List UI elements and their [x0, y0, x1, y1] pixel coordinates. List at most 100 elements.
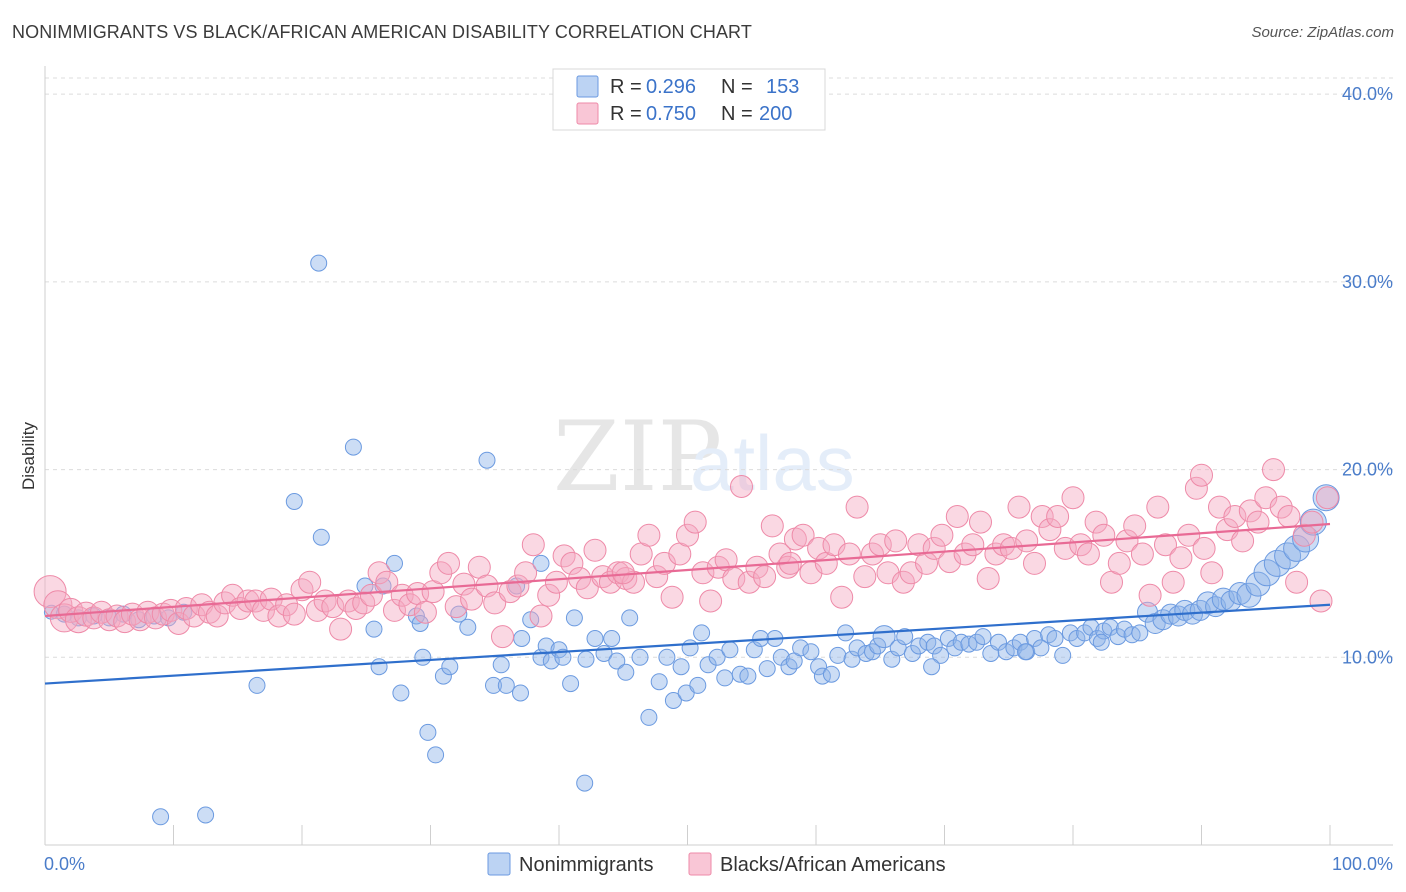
black-point-166 [1315, 486, 1339, 510]
nonimmigrants-point-50 [586, 630, 604, 647]
nonimmigrants-point-100 [939, 630, 957, 647]
nonimmigrants-point-119 [1076, 624, 1094, 642]
nonimmigrants-point-151 [1017, 643, 1034, 661]
stats-r-label-1: R = [610, 103, 642, 125]
legend-label-black: Blacks/African Americans [720, 854, 946, 876]
black-point-107 [861, 542, 884, 566]
nonimmigrants-point-84 [829, 646, 847, 664]
nonimmigrants-point-105 [974, 628, 992, 646]
stats-swatch-black [576, 102, 599, 125]
stats-n-value-0: 153 [766, 76, 799, 98]
black-point-104 [837, 542, 861, 566]
black-point-2 [49, 603, 79, 633]
black-point-1 [43, 590, 73, 620]
nonimmigrants-point-148 [1299, 508, 1327, 536]
nonimmigrants-point-94 [896, 628, 914, 646]
black-point-42 [359, 583, 383, 607]
nonimmigrants-point-48 [576, 774, 594, 792]
trend-line-nonimmigrants [44, 603, 1331, 685]
black-point-63 [521, 533, 545, 557]
nonimmigrants-point-59 [658, 648, 676, 666]
black-point-116 [930, 523, 954, 547]
nonimmigrants-point-127 [1131, 624, 1149, 642]
nonimmigrants-point-34 [492, 656, 510, 674]
nonimmigrants-point-11 [197, 806, 215, 824]
stats-n-value-1: 200 [759, 103, 792, 125]
nonimmigrants-point-53 [608, 652, 626, 670]
nonimmigrants-point-19 [370, 658, 388, 676]
black-point-169 [1190, 463, 1213, 487]
black-point-111 [891, 570, 915, 594]
black-point-164 [1300, 510, 1324, 534]
black-point-134 [1069, 533, 1093, 557]
stats-n-label-0: N = [721, 76, 753, 98]
nonimmigrants-point-142 [1245, 571, 1271, 597]
legend-label-nonimmigrants: Nonimmigrants [519, 854, 653, 876]
nonimmigrants-point-15 [312, 528, 330, 546]
series-legend: Nonimmigrants Blacks/African Americans [487, 852, 946, 876]
black-point-76 [622, 570, 645, 594]
black-point-143 [1138, 583, 1162, 607]
nonimmigrants-point-74 [758, 660, 776, 678]
black-point-137 [1092, 523, 1116, 547]
nonimmigrants-point-149 [1312, 484, 1340, 512]
black-point-147 [1169, 546, 1193, 570]
nonimmigrants-point-67 [708, 648, 726, 666]
nonimmigrants-point-10 [152, 808, 170, 826]
black-point-53 [444, 595, 468, 619]
black-point-121 [969, 510, 992, 534]
black-point-163 [1292, 523, 1316, 547]
trend-lines [44, 522, 1331, 685]
nonimmigrants-point-21 [386, 554, 403, 572]
nonimmigrants-point-68 [716, 669, 734, 687]
y-tick-label-30: 30.0% [1342, 272, 1393, 292]
black-point-145 [1154, 533, 1177, 557]
x-tick-label-min: 0.0% [44, 854, 85, 874]
black-point-150 [1192, 536, 1216, 560]
stats-n-label-1: N = [721, 103, 753, 125]
black-point-106 [853, 565, 877, 589]
y-tick-labels: 10.0% 20.0% 30.0% 40.0% [1342, 84, 1393, 667]
black-point-167 [611, 561, 635, 585]
nonimmigrants-point-81 [810, 658, 828, 676]
black-point-165 [1309, 589, 1333, 613]
nonimmigrants-point-143 [1253, 559, 1281, 587]
black-point-34 [298, 570, 322, 594]
nonimmigrants-point-69 [721, 641, 739, 659]
black-point-54 [452, 572, 476, 596]
axes [44, 66, 1393, 846]
black-point-78 [637, 523, 661, 547]
chart-source: Source: ZipAtlas.com [1251, 24, 1394, 41]
stats-r-value-1: 0.750 [646, 103, 696, 125]
nonimmigrants-point-65 [693, 624, 711, 642]
black-point-61 [506, 574, 530, 598]
black-point-130 [1038, 518, 1062, 542]
nonimmigrants-point-116 [1054, 646, 1072, 664]
nonimmigrants-point-55 [617, 663, 635, 681]
black-point-52 [437, 551, 460, 575]
nonimmigrants-point-14 [310, 254, 328, 272]
y-tick-label-20: 20.0% [1342, 460, 1393, 480]
nonimmigrants-point-99 [932, 646, 950, 664]
nonimmigrants-point-117 [1061, 624, 1079, 642]
black-point-118 [945, 505, 969, 528]
nonimmigrants-point-49 [577, 650, 595, 668]
nonimmigrants-point-152 [1092, 633, 1110, 651]
black-point-94 [760, 514, 784, 538]
black-point-17 [167, 612, 191, 635]
black-point-142 [1130, 542, 1154, 566]
black-point-139 [1107, 551, 1131, 575]
black-point-51 [429, 561, 453, 585]
black-point-98 [791, 523, 815, 547]
nonimmigrants-point-145 [1274, 542, 1302, 570]
trend-line-black [44, 522, 1331, 618]
black-point-44 [375, 570, 399, 594]
stats-swatch-nonimmigrants [576, 75, 599, 98]
black-point-128 [1023, 551, 1046, 575]
stats-legend: R = 0.296 N = 153 R = 0.750 N = 200 [552, 68, 826, 131]
nonimmigrants-point-64 [689, 676, 707, 694]
nonimmigrants-point-29 [441, 658, 459, 676]
black-point-103 [830, 585, 854, 609]
black-point-144 [1146, 495, 1170, 519]
